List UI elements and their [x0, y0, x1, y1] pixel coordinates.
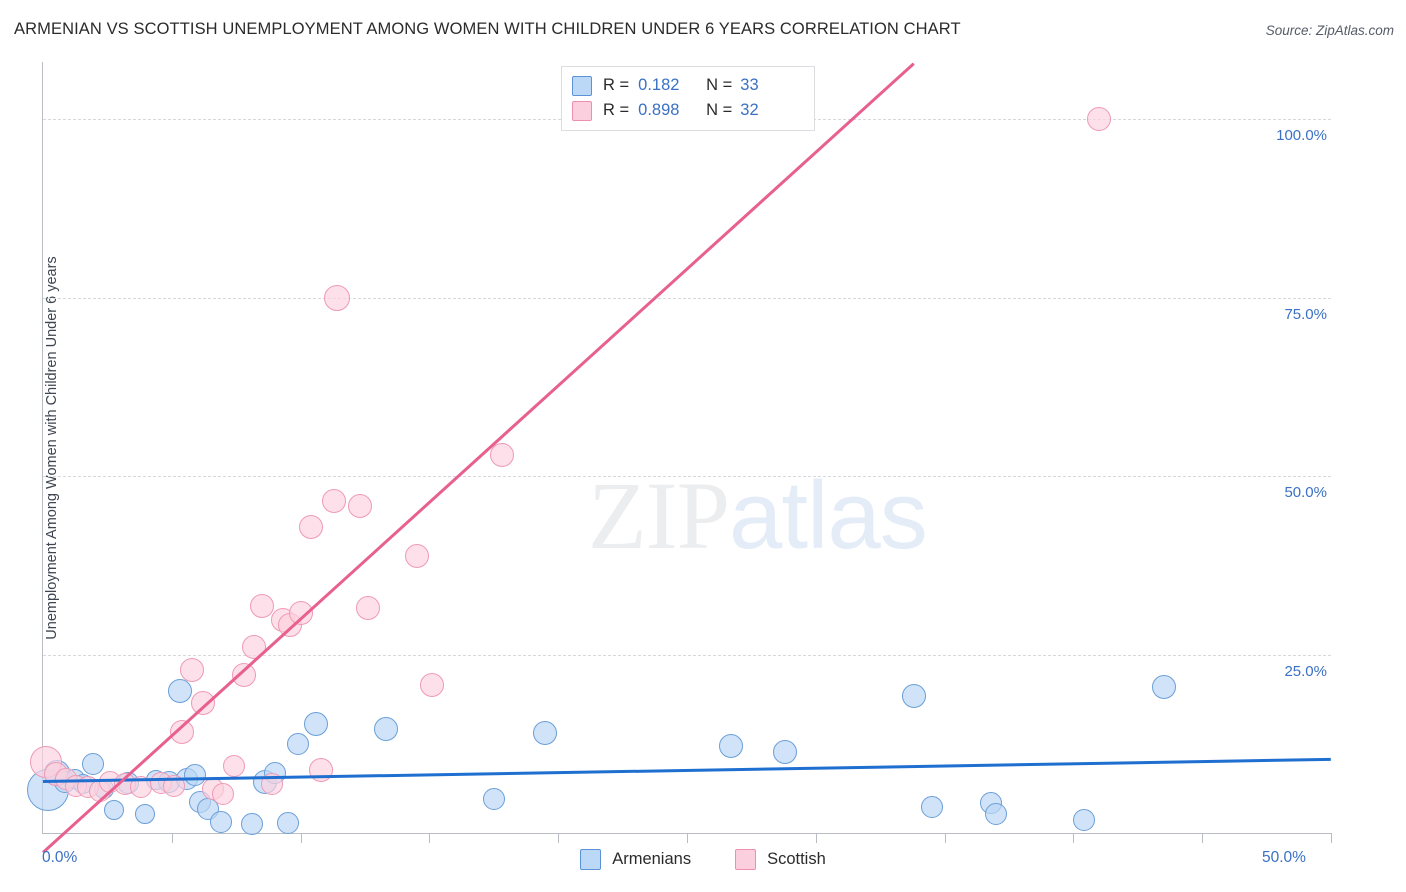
scatter-point-armenians: [985, 803, 1008, 826]
x-axis-tick: [171, 833, 173, 843]
series-swatch-armenians-icon: [580, 849, 602, 870]
scatter-point-armenians: [1151, 674, 1176, 699]
scatter-point-armenians: [209, 810, 232, 833]
scatter-point-scottish: [322, 489, 347, 514]
scatter-point-armenians: [304, 712, 329, 737]
x-axis-tick: [1073, 833, 1075, 843]
gridline-y: [43, 654, 1331, 656]
gridline-y: [43, 476, 1331, 478]
scatter-point-scottish: [170, 719, 195, 744]
legend-r-value-scottish: 0.898: [638, 101, 680, 119]
x-axis-tick: [300, 833, 302, 843]
plot-area: ZIPatlas 25.0% 50.0% 75.0% 100.0%: [26, 62, 1332, 854]
x-axis-tick: [1331, 833, 1332, 843]
y-axis-tick-label: 75.0%: [1284, 305, 1327, 323]
scatter-point-armenians: [373, 716, 398, 741]
scatter-point-armenians: [276, 812, 299, 834]
scatter-point-armenians: [533, 721, 558, 746]
y-axis-tick-label: 50.0%: [1284, 484, 1327, 502]
legend-r-value-armenians: 0.182: [638, 76, 680, 94]
legend-n-label-scottish: N =: [706, 101, 733, 119]
scatter-point-scottish: [347, 494, 372, 519]
series-legend-label-armenians: Armenians: [612, 850, 692, 868]
scatter-point-scottish: [261, 772, 284, 795]
scatter-point-armenians: [482, 787, 505, 810]
x-axis-tick: [558, 833, 560, 843]
scatter-point-armenians: [1072, 809, 1095, 832]
scatter-point-scottish: [231, 662, 256, 687]
legend-swatch-armenians-icon: [572, 75, 592, 96]
scatter-point-armenians: [287, 733, 310, 756]
x-axis-tick: [815, 833, 817, 843]
gridline-y: [43, 297, 1331, 299]
series-legend-label-scottish: Scottish: [767, 850, 826, 868]
y-axis-tick-label: 25.0%: [1284, 662, 1327, 680]
stats-legend: R = 0.182 N = 33 R = 0.898 N = 32: [561, 66, 815, 131]
series-legend: Armenians Scottish: [0, 849, 1406, 870]
scatter-point-scottish: [1087, 107, 1112, 132]
legend-swatch-scottish-icon: [572, 100, 592, 121]
x-axis-tick-label: 50.0%: [1262, 849, 1306, 866]
scatter-point-armenians: [134, 804, 155, 825]
legend-n-label-armenians: N =: [706, 76, 733, 94]
watermark-atlas: atlas: [729, 462, 928, 569]
scatter-point-scottish: [323, 284, 350, 311]
scatter-point-scottish: [190, 691, 215, 716]
scatter-point-armenians: [240, 812, 263, 835]
stats-legend-row-scottish: R = 0.898 N = 32: [572, 98, 804, 123]
series-swatch-scottish-icon: [735, 849, 757, 870]
x-axis-tick-label: 0.0%: [42, 849, 78, 866]
scatter-point-scottish: [212, 783, 235, 806]
stats-legend-row-armenians: R = 0.182 N = 33: [572, 73, 804, 98]
series-legend-item-armenians[interactable]: Armenians: [580, 849, 691, 870]
legend-n-value-scottish: 32: [740, 101, 759, 119]
x-axis-tick: [944, 833, 946, 843]
scatter-point-armenians: [82, 753, 105, 776]
trendline-scottish: [41, 62, 915, 854]
page-title: ARMENIAN VS SCOTTISH UNEMPLOYMENT AMONG …: [14, 20, 961, 38]
x-axis-tick: [1202, 833, 1204, 843]
scatter-point-scottish: [163, 774, 186, 797]
scatter-point-scottish: [355, 596, 380, 621]
watermark-zip: ZIP: [588, 462, 730, 569]
series-legend-item-scottish[interactable]: Scottish: [735, 849, 826, 870]
scatter-point-scottish: [242, 634, 267, 659]
scatter-point-scottish: [298, 514, 323, 539]
source-label: Source: ZipAtlas.com: [1265, 23, 1394, 38]
y-axis-tick-label: 100.0%: [1276, 127, 1327, 145]
x-axis-tick: [687, 833, 688, 843]
scatter-point-scottish: [309, 758, 334, 783]
legend-r-label-scottish: R =: [603, 101, 630, 119]
scatter-point-scottish: [180, 658, 205, 683]
scatter-point-scottish: [404, 544, 429, 568]
scatter-point-armenians: [183, 764, 206, 787]
x-axis-tick: [429, 833, 431, 843]
scatter-point-armenians: [920, 796, 943, 819]
scatter-point-armenians: [772, 739, 797, 764]
scatter-point-armenians: [167, 678, 192, 703]
scatter-point-scottish: [288, 601, 313, 626]
scatter-point-armenians: [718, 733, 743, 758]
scatter-point-scottish: [419, 672, 444, 697]
scatter-point-scottish: [489, 442, 514, 467]
scatter-point-scottish: [249, 593, 274, 618]
scatter-point-scottish: [222, 754, 245, 777]
scatter-point-armenians: [103, 800, 124, 821]
legend-r-label-armenians: R =: [603, 76, 630, 94]
legend-n-value-armenians: 33: [740, 76, 759, 94]
scatter-point-armenians: [901, 683, 926, 708]
